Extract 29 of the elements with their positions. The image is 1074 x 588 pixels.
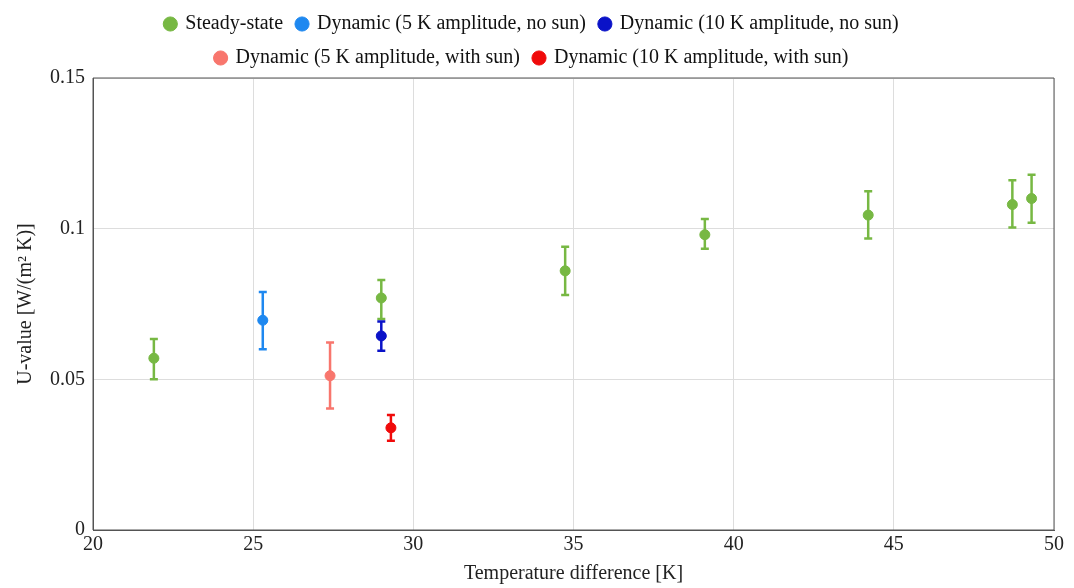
y-tick-label: 0.15 [50, 65, 85, 88]
point [385, 422, 397, 434]
legend-label: Dynamic (5 K amplitude, with sun) [235, 45, 521, 69]
legend-label: Dynamic (10 K amplitude, with sun) [554, 45, 849, 69]
y-axis-title: U-value [W/(m² K)] [13, 223, 37, 385]
point [862, 209, 874, 221]
point [559, 265, 571, 277]
x-tick-label: 25 [243, 532, 264, 555]
legend-label: Dynamic (10 K amplitude, no sun) [619, 11, 899, 35]
point [1006, 199, 1018, 211]
x-tick-label: 50 [1044, 532, 1064, 555]
point [148, 352, 160, 364]
point [375, 330, 387, 342]
x-tick-label: 45 [883, 532, 904, 555]
x-tick-label: 35 [563, 532, 584, 555]
y-tick-label: 0.1 [60, 215, 85, 238]
y-tick-label: 0.05 [50, 366, 85, 389]
point [324, 370, 336, 382]
x-tick-label: 30 [403, 532, 424, 555]
point [375, 292, 387, 304]
point [257, 314, 269, 326]
x-tick-label: 20 [83, 532, 103, 555]
x-axis-title: Temperature difference [K] [463, 561, 684, 585]
legend-label: Dynamic (5 K amplitude, no sun) [317, 11, 586, 35]
y-tick-label: 0 [75, 517, 85, 540]
x-tick-label: 40 [723, 532, 744, 555]
point [699, 229, 711, 241]
point [1026, 193, 1038, 205]
legend-label: Steady-state [185, 11, 284, 35]
